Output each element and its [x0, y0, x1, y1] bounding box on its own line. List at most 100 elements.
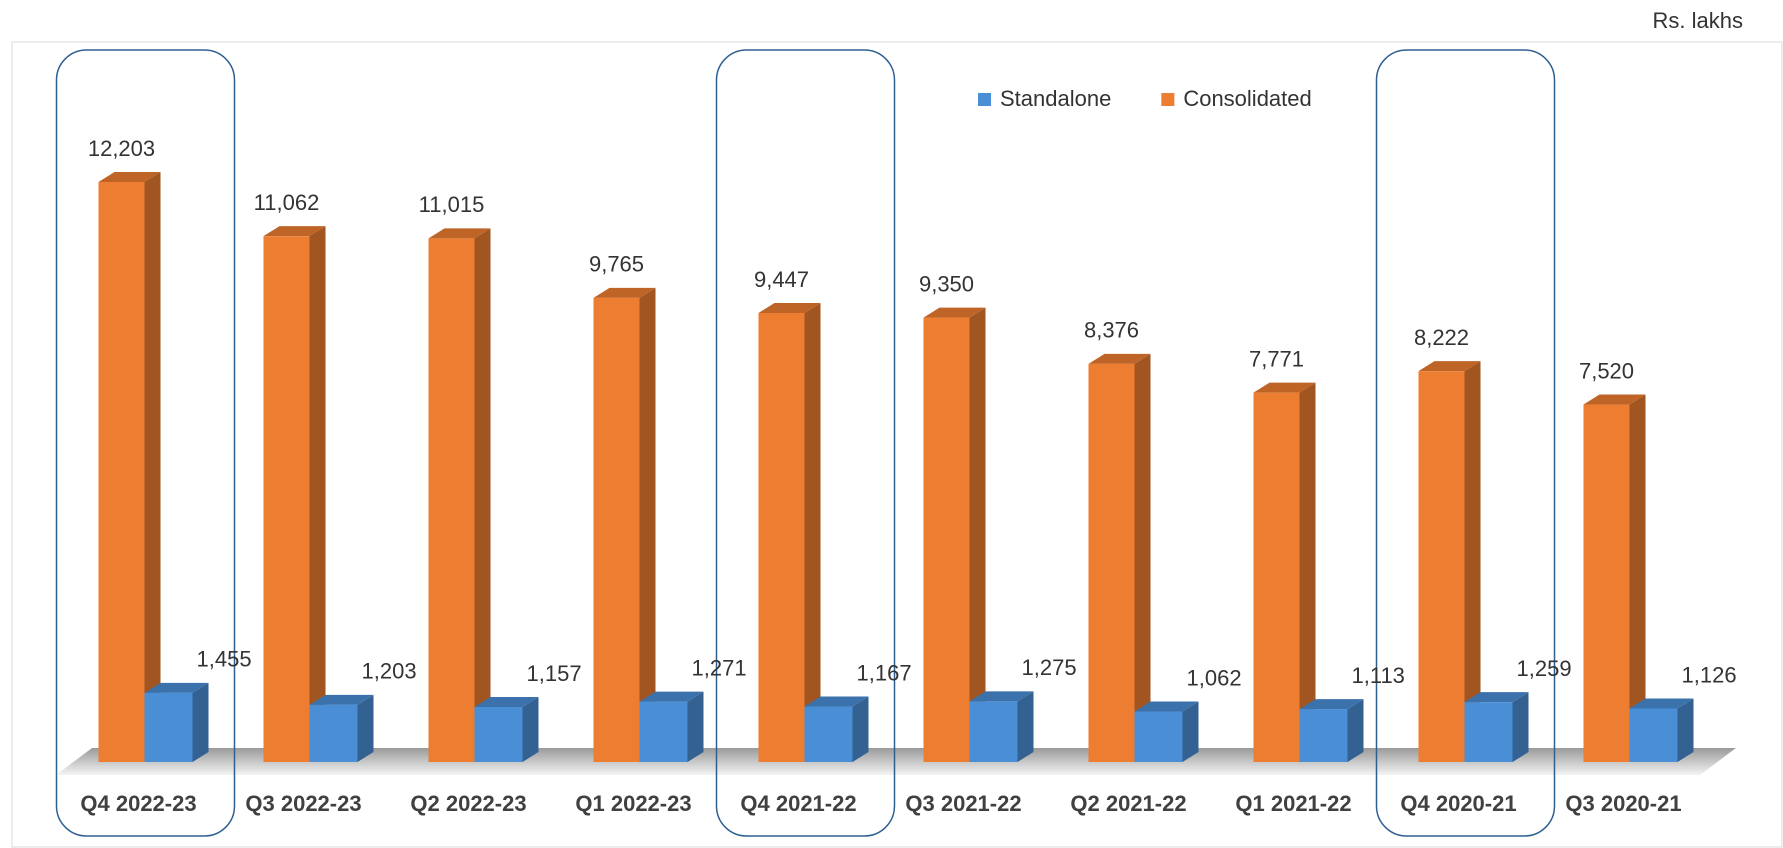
bar-face: [309, 226, 326, 762]
bar-face: [192, 682, 209, 762]
bar-face: [1512, 692, 1529, 762]
bar: [263, 226, 326, 762]
bar-face: [969, 307, 986, 762]
bar-face: [1677, 698, 1694, 762]
bar-face: [852, 696, 869, 762]
bar-face: [969, 691, 1034, 702]
bar: [1253, 382, 1316, 762]
bar-face: [1182, 701, 1199, 762]
bar: [98, 171, 161, 762]
bar-face: [357, 694, 374, 762]
bar-face: [1418, 361, 1481, 372]
bar-face: [1088, 353, 1151, 364]
bar-face: [309, 694, 374, 705]
bar-face: [1629, 708, 1678, 762]
data-label: 1,157: [527, 661, 582, 686]
x-tick-label: Q3 2020-21: [1565, 791, 1681, 816]
bar-face: [98, 171, 161, 182]
data-label: 1,203: [362, 659, 417, 684]
bar: [144, 682, 209, 762]
bar-face: [1629, 698, 1694, 709]
bar-face: [639, 691, 704, 702]
bar-face: [593, 287, 656, 298]
x-tick-label: Q1 2021-22: [1235, 791, 1351, 816]
bar: [1299, 699, 1364, 762]
bar-face: [1299, 709, 1348, 762]
bar: [923, 307, 986, 762]
data-label: 7,520: [1579, 358, 1634, 383]
x-tick-label: Q4 2020-21: [1400, 791, 1516, 816]
bar: [309, 694, 374, 762]
data-label: 11,015: [419, 192, 485, 217]
x-tick-label: Q3 2021-22: [905, 791, 1021, 816]
bar-face: [522, 697, 539, 762]
bar-face: [1253, 382, 1316, 393]
bar-face: [263, 226, 326, 237]
bar-face: [98, 181, 145, 762]
highlight-box: [715, 49, 896, 837]
bar-face: [758, 312, 805, 762]
bar: [758, 302, 821, 762]
data-label: 11,062: [254, 190, 320, 215]
bar-face: [1418, 371, 1465, 762]
x-tick-label: Q4 2022-23: [80, 791, 196, 816]
data-label: 8,222: [1414, 325, 1469, 350]
bar-face: [1347, 699, 1364, 762]
bar-face: [969, 701, 1018, 762]
bar-face: [1583, 394, 1646, 405]
bar-face: [144, 692, 193, 762]
bar-face: [1464, 692, 1529, 703]
bar-face: [1017, 691, 1034, 762]
bar: [1418, 361, 1481, 762]
bar-face: [474, 707, 523, 762]
bar-face: [1134, 353, 1151, 762]
bar: [1583, 394, 1646, 762]
bar-face: [1134, 701, 1199, 712]
bar-face: [474, 228, 491, 762]
bar-face: [687, 691, 704, 762]
unit-note: Rs. lakhs: [1653, 8, 1743, 33]
data-label: 1,271: [692, 655, 747, 680]
legend-label: Consolidated: [1183, 86, 1311, 111]
legend-swatch: [1161, 93, 1175, 106]
highlight-box: [55, 49, 236, 837]
data-label: 1,167: [857, 660, 912, 685]
highlight-box: [1375, 49, 1556, 837]
data-label: 1,275: [1022, 655, 1077, 680]
bar: [1464, 692, 1529, 762]
bar-face: [923, 307, 986, 318]
bar-face: [1299, 699, 1364, 710]
bar-face: [474, 697, 539, 708]
bar-face: [428, 228, 491, 239]
bar-face: [639, 287, 656, 762]
bar-face: [804, 302, 821, 762]
bar-face: [639, 701, 688, 762]
bar-face: [144, 682, 209, 693]
data-label: 9,350: [919, 271, 974, 296]
bar-face: [1583, 404, 1630, 762]
bar-face: [1088, 363, 1135, 762]
data-label: 7,771: [1249, 346, 1304, 371]
bar-face: [428, 238, 475, 762]
bar-face: [1253, 392, 1300, 762]
plot-frame: [11, 41, 1783, 848]
bar-face: [1299, 382, 1316, 762]
data-label: 8,376: [1084, 318, 1139, 343]
legend-label: Standalone: [1000, 86, 1111, 111]
bar-face: [804, 696, 869, 707]
bar-face: [263, 236, 310, 762]
x-tick-label: Q2 2021-22: [1070, 791, 1186, 816]
data-label: 9,765: [589, 252, 644, 277]
bar-face: [804, 706, 853, 762]
data-label: 1,259: [1517, 656, 1572, 681]
bar-face: [758, 302, 821, 313]
bar-face: [1629, 394, 1646, 762]
bar-face: [923, 317, 970, 762]
bar: [969, 691, 1034, 762]
x-tick-label: Q3 2022-23: [245, 791, 361, 816]
data-label: 9,447: [754, 267, 809, 292]
bar-face: [1464, 361, 1481, 762]
x-tick-label: Q4 2021-22: [740, 791, 856, 816]
bar-face: [593, 297, 640, 762]
